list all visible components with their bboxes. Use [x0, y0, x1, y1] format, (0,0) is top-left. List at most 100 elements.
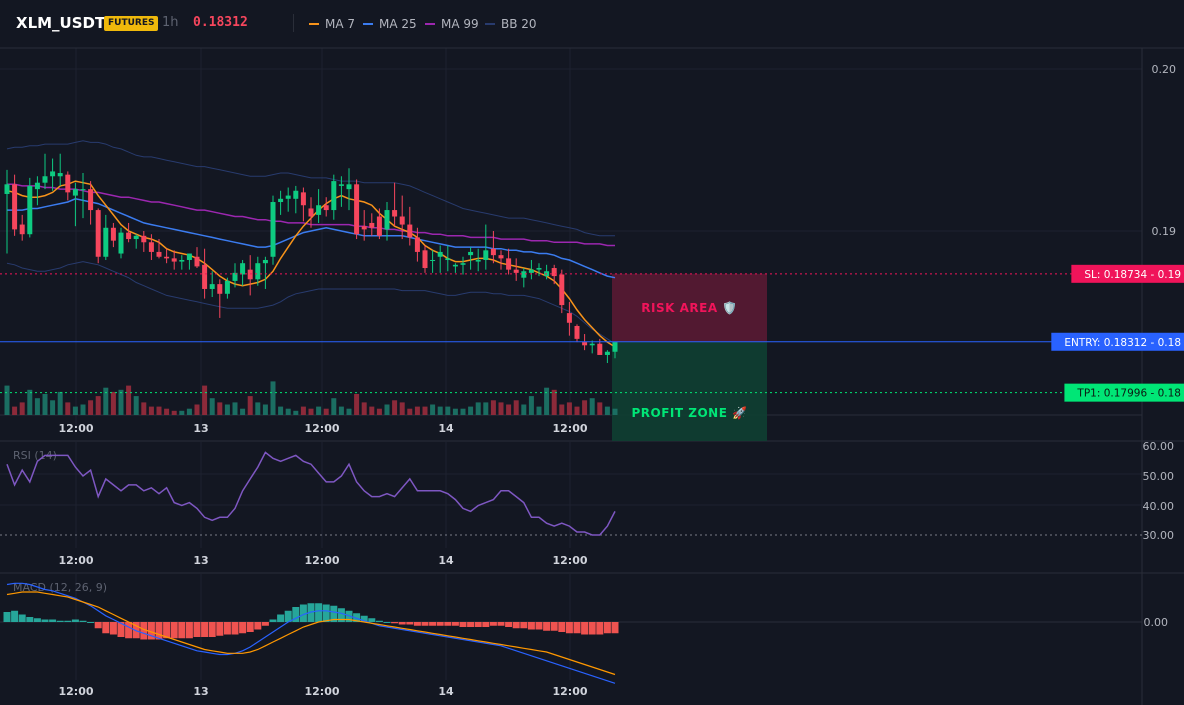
- candle-body: [171, 258, 177, 262]
- entry-tag: [1051, 332, 1184, 351]
- rsi-tick-label: 40.00: [1143, 500, 1175, 513]
- macd-histogram-bar: [284, 610, 292, 622]
- candle-body: [34, 182, 40, 190]
- rsi-tick-label: 30.00: [1143, 529, 1175, 542]
- time-tick-label: 12:00: [304, 422, 339, 435]
- time-tick-label: 12:00: [304, 685, 339, 698]
- macd-histogram-bar: [208, 622, 216, 637]
- volume-bar: [217, 402, 223, 415]
- candle-body: [559, 274, 565, 306]
- volume-bar: [589, 398, 595, 415]
- macd-histogram-bar: [535, 622, 543, 630]
- tp1-tag-label: TP1: 0.17996 - 0.18: [1076, 388, 1181, 400]
- volume-bars: [4, 381, 618, 415]
- chart-header: XLM_USDT FUTURES 1h 0.18312 MA 7 MA 25 M…: [0, 0, 1184, 48]
- candle-body: [308, 208, 314, 217]
- candle-body: [506, 258, 512, 270]
- volume-bar: [559, 404, 565, 415]
- volume-bar: [240, 408, 246, 415]
- profit-zone: [612, 341, 767, 441]
- time-tick-label: 12:00: [58, 422, 93, 435]
- candle-body: [346, 184, 352, 190]
- macd-histogram-bar: [147, 622, 155, 640]
- volume-bar: [57, 391, 63, 415]
- candle-body: [536, 268, 542, 270]
- candle-body: [361, 226, 367, 230]
- macd-histogram-bar: [102, 622, 110, 634]
- volume-bar: [574, 406, 580, 415]
- rsi-pane: RSI (14) 60.00 50.00 40.00 30.00: [0, 440, 1174, 542]
- macd-histogram-bar: [330, 605, 338, 622]
- volume-bar: [194, 404, 200, 415]
- candle-body: [141, 235, 147, 243]
- candle-body: [597, 343, 603, 355]
- volume-bar: [498, 402, 504, 415]
- volume-bar: [270, 381, 276, 415]
- macd-histogram-bar: [299, 604, 307, 622]
- legend-bb20[interactable]: BB 20: [485, 16, 537, 32]
- volume-bar: [475, 402, 481, 415]
- volume-bar: [338, 406, 344, 415]
- price-tick-label: 0.20: [1152, 63, 1177, 76]
- macd-histogram-bar: [49, 619, 57, 622]
- volume-bar: [285, 408, 291, 415]
- macd-histogram-bar: [444, 622, 452, 626]
- legend-ma25[interactable]: MA 25: [363, 16, 417, 32]
- volume-bar: [582, 400, 588, 415]
- axes: 0.200.190.1812:001312:001412:0012:001312…: [58, 63, 1176, 698]
- rsi-title: RSI (14): [13, 449, 57, 462]
- macd-histogram-bar: [611, 622, 619, 634]
- candle-body: [498, 255, 504, 259]
- candle-body: [582, 342, 588, 346]
- volume-bar: [414, 406, 420, 415]
- candle-body: [521, 271, 527, 278]
- candle-body: [430, 259, 436, 261]
- timeframe-label[interactable]: 1h: [162, 15, 179, 30]
- volume-bar: [19, 402, 25, 415]
- legend-ma99[interactable]: MA 99: [425, 16, 479, 32]
- price-levels: SL: 0.18734 - 0.19 ENTRY: 0.18312 - 0.18 T…: [0, 264, 1184, 402]
- volume-bar: [12, 406, 18, 415]
- macd-histogram-bar: [429, 622, 437, 626]
- bb-upper-line: [6, 140, 615, 237]
- macd-histogram-bar: [201, 622, 209, 637]
- volume-bar: [148, 406, 154, 415]
- macd-histogram-bar: [163, 622, 171, 639]
- candle-body: [148, 242, 154, 252]
- volume-bar: [110, 391, 116, 415]
- macd-histogram-bar: [489, 622, 497, 626]
- macd-title: MACD (12, 26, 9): [13, 581, 107, 594]
- volume-bar: [528, 396, 534, 415]
- macd-histogram-bar: [406, 622, 414, 625]
- candle-body: [475, 259, 481, 262]
- volume-bar: [513, 400, 519, 415]
- macd-histogram-bar: [520, 622, 528, 629]
- candle-body: [240, 263, 246, 275]
- macd-histogram-bar: [512, 622, 520, 629]
- macd-histogram-bar: [588, 622, 596, 635]
- macd-histogram-bar: [467, 622, 475, 627]
- candle-body: [574, 325, 580, 339]
- time-tick-label: 14: [438, 422, 454, 435]
- symbol-name[interactable]: XLM_USDT: [16, 14, 106, 32]
- candle-body: [460, 263, 466, 265]
- candle-body: [376, 216, 382, 236]
- volume-bar: [156, 406, 162, 415]
- volume-bar: [95, 396, 101, 415]
- volume-bar: [346, 408, 352, 415]
- macd-histogram-bar: [550, 622, 558, 631]
- candle-body: [19, 224, 25, 235]
- macd-histogram-bar: [170, 622, 178, 639]
- volume-bar: [354, 394, 360, 415]
- macd-histogram-bar: [315, 603, 323, 622]
- candle-body: [483, 250, 489, 260]
- volume-bar: [384, 404, 390, 415]
- legend-ma7[interactable]: MA 7: [309, 16, 355, 32]
- candle-body: [133, 235, 139, 240]
- grid-lines: [0, 47, 1184, 705]
- volume-bar: [437, 406, 443, 415]
- candlesticks: [4, 153, 618, 364]
- macd-histogram-bar: [79, 620, 87, 622]
- candle-body: [300, 192, 306, 206]
